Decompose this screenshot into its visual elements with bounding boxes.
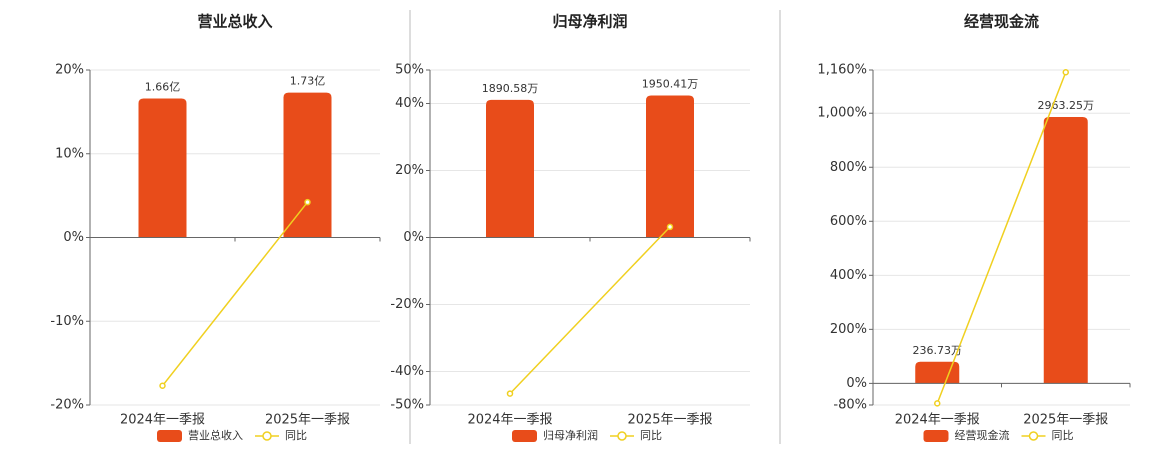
line [161,201,309,387]
chart-title: 归母净利润 [552,13,627,31]
y-tick-label: 200% [830,322,867,337]
line-point [159,382,166,389]
legend-label: 营业总收入 [188,428,243,442]
x-tick-label: 2025年一季报 [1023,413,1108,428]
y-tick-label: 20% [55,63,84,78]
legend-swatch [923,430,949,442]
y-tick-label: 1,160% [817,63,867,78]
y-tick-label: -20% [390,297,424,312]
y-tick-label: -40% [390,364,424,379]
x-tick-label: 2024年一季报 [895,413,980,428]
bar [486,99,534,238]
x-tick-label: 2025年一季报 [265,413,350,428]
line-point [304,198,311,206]
line-point [506,390,514,397]
bar [283,92,332,238]
y-tick-label: 10% [55,146,84,161]
data-label: 1.66亿 [145,80,181,93]
line-point [934,400,941,407]
legend-label: 同比 [1052,429,1074,442]
legend-marker [262,431,272,441]
data-label: 236.73万 [913,344,963,357]
chart-title: 经营现金流 [964,13,1039,31]
data-label: 2963.25万 [1038,99,1095,112]
y-tick-label: 50% [395,63,424,78]
y-tick-label: 600% [830,214,867,229]
x-tick-label: 2024年一季报 [467,413,552,428]
y-tick-label: 40% [395,96,424,111]
legend-label: 归母净利润 [543,428,598,442]
data-label: 1950.41万 [642,77,699,90]
chart-title: 营业总收入 [197,13,272,31]
legend-label: 经营现金流 [955,428,1010,442]
legend-marker [617,431,627,441]
legend-swatch [157,430,182,442]
y-tick-label: 0% [846,376,867,391]
y-tick-label: 400% [830,268,867,283]
y-tick-label: 0% [403,230,424,245]
bar [138,98,187,238]
y-tick-label: -50% [390,398,424,413]
bar [646,95,694,238]
data-label: 1890.58万 [482,82,539,95]
y-tick-label: -80% [833,398,867,413]
y-tick-label: 1,000% [817,106,867,121]
y-tick-label: -20% [50,398,84,413]
y-tick-label: 800% [830,160,867,175]
legend-swatch [512,430,537,442]
line-point [1062,68,1069,76]
line [936,71,1067,404]
legend-label: 同比 [285,429,307,442]
y-tick-label: -10% [50,314,84,329]
legend-marker [1028,431,1039,441]
y-tick-label: 20% [395,163,424,178]
bar [1043,117,1088,384]
x-tick-label: 2024年一季报 [120,413,205,428]
x-tick-label: 2025年一季报 [627,413,712,428]
legend-label: 同比 [640,429,662,442]
bar [915,361,960,384]
data-label: 1.73亿 [290,75,326,88]
line-point [666,223,674,231]
y-tick-label: 0% [63,230,84,245]
line [509,226,671,395]
